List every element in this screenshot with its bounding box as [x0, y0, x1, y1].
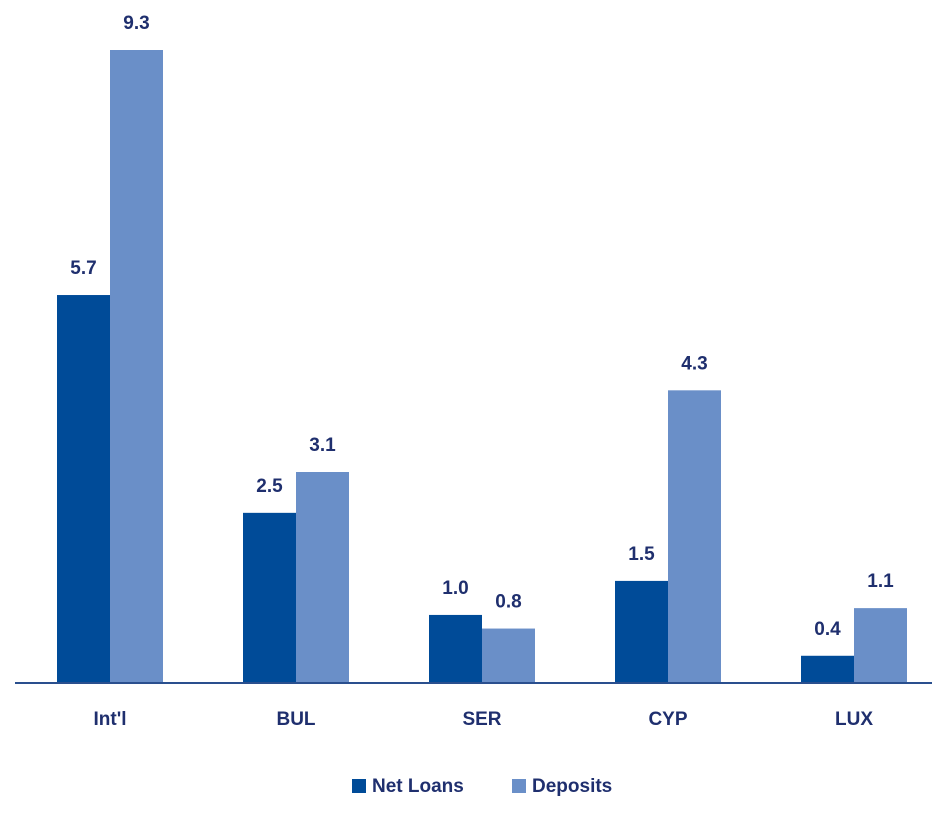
x-tick-label: CYP [648, 709, 687, 730]
legend-label: Net Loans [372, 776, 464, 797]
data-label: 2.5 [256, 476, 283, 497]
data-label: 1.0 [442, 578, 468, 599]
bar [243, 512, 296, 683]
bar [110, 50, 163, 683]
data-label: 4.3 [681, 353, 707, 374]
legend-swatch [352, 779, 366, 793]
x-tick-label: SER [462, 709, 501, 730]
legend-swatch [512, 779, 526, 793]
data-label: 5.7 [70, 258, 96, 279]
bar [668, 390, 721, 683]
bar [57, 295, 110, 683]
bar [429, 614, 482, 683]
data-label: 9.3 [123, 13, 149, 34]
x-tick-label: BUL [276, 709, 315, 730]
bar [801, 655, 854, 683]
bar [482, 628, 535, 683]
bar [854, 608, 907, 683]
bar [615, 580, 668, 683]
data-label: 1.5 [628, 544, 655, 565]
data-label: 1.1 [867, 571, 894, 592]
data-label: 3.1 [309, 435, 336, 456]
x-tick-label: LUX [835, 709, 873, 730]
bar [296, 472, 349, 683]
x-tick-label: Int'l [93, 709, 126, 730]
legend-label: Deposits [532, 776, 612, 797]
data-label: 0.8 [495, 592, 521, 613]
data-label: 0.4 [814, 619, 841, 640]
